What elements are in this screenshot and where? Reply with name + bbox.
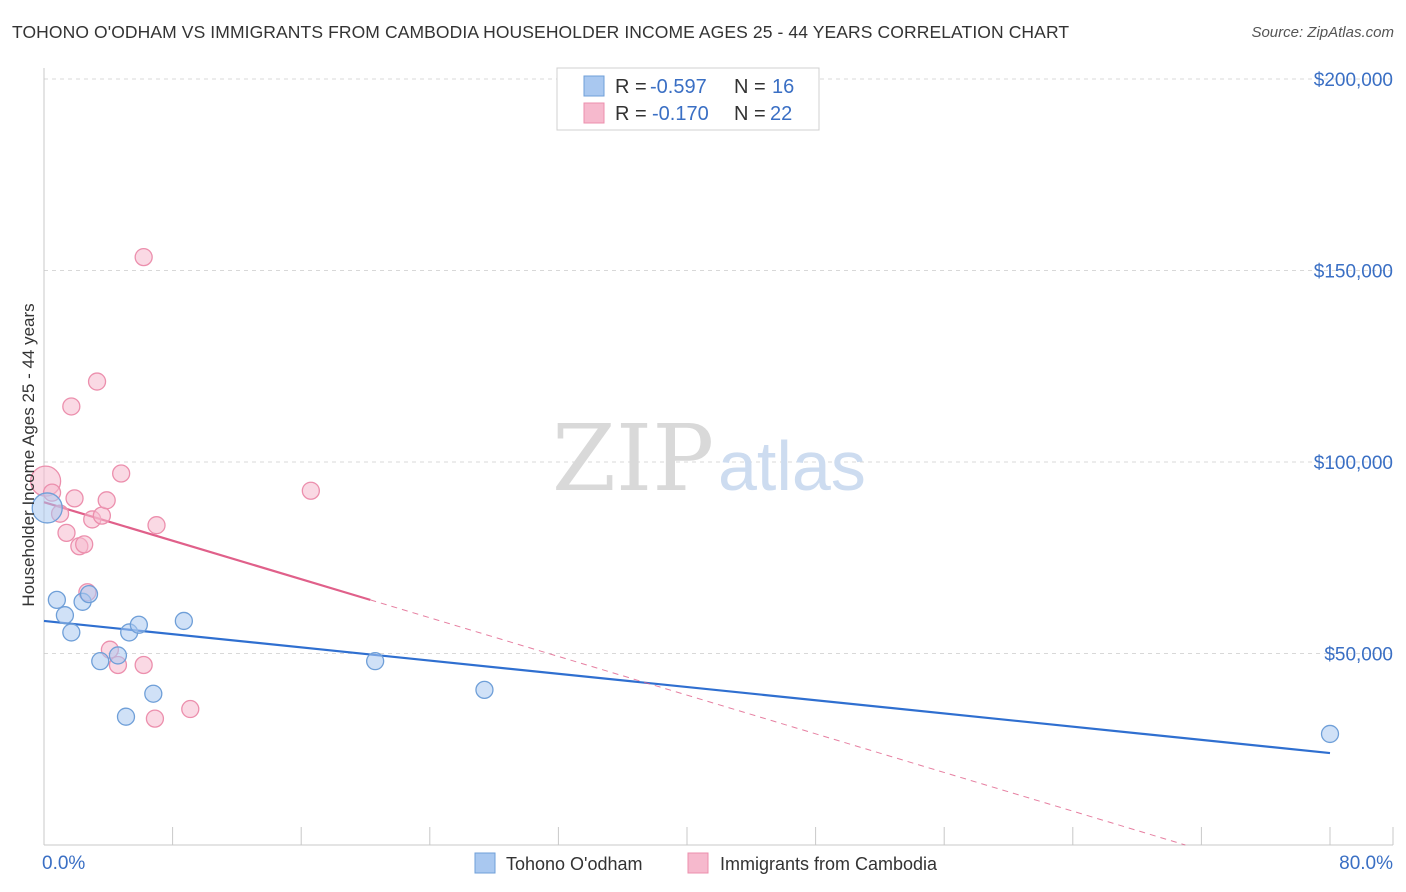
point-cambodia-11 bbox=[92, 506, 112, 525]
point-cambodia-4 bbox=[62, 397, 81, 416]
legend-n-value-tohono: 16 bbox=[772, 76, 794, 98]
chart-source: Source: ZipAtlas.com bbox=[1251, 24, 1394, 41]
bottom-legend-label-cambodia: Immigrants from Cambodia bbox=[720, 854, 938, 874]
legend-r-label-tohono: R = bbox=[615, 76, 647, 98]
x-tick-label-max: 80.0% bbox=[1339, 853, 1393, 874]
watermark-atlas: atlas bbox=[718, 427, 866, 505]
bottom-legend-swatch-cambodia bbox=[687, 852, 709, 874]
y-tick-label-1: $100,000 bbox=[1314, 453, 1393, 474]
point-tohono-11 bbox=[144, 684, 163, 703]
legend-swatch-tohono bbox=[583, 75, 605, 97]
watermark-zip: ZIP bbox=[552, 405, 714, 512]
watermark: ZIP atlas bbox=[552, 405, 866, 512]
point-tohono-2 bbox=[55, 606, 75, 625]
legend-r-label-cambodia: R = bbox=[615, 103, 647, 125]
point-cambodia-7 bbox=[75, 535, 94, 554]
y-tick-label-2: $150,000 bbox=[1314, 262, 1393, 283]
point-cambodia-18 bbox=[147, 516, 166, 535]
grid-layer bbox=[44, 78, 1393, 654]
point-tohono-10 bbox=[129, 615, 148, 634]
point-cambodia-19 bbox=[134, 247, 153, 267]
point-tohono-1 bbox=[47, 590, 67, 610]
legend-r-value-cambodia: -0.170 bbox=[652, 103, 709, 125]
x-tick-labels: 0.0% 80.0% bbox=[42, 853, 1393, 874]
point-tohono-8 bbox=[116, 707, 136, 726]
legend-n-label-cambodia: N = bbox=[734, 103, 766, 125]
point-tohono-7 bbox=[108, 646, 128, 665]
point-tohono-0 bbox=[31, 492, 63, 524]
point-cambodia-12 bbox=[97, 491, 116, 510]
y-tick-label-3: $200,000 bbox=[1314, 70, 1393, 91]
point-tohono-14 bbox=[475, 680, 494, 700]
point-cambodia-5 bbox=[65, 489, 84, 508]
point-cambodia-17 bbox=[145, 709, 165, 728]
trend-line-extension-cambodia bbox=[370, 599, 1186, 846]
bottom-legend-label-tohono: Tohono O'odham bbox=[506, 854, 643, 874]
point-cambodia-3 bbox=[57, 523, 76, 543]
point-tohono-12 bbox=[174, 611, 194, 631]
legend-swatch-cambodia bbox=[583, 102, 605, 124]
top-legend: R = -0.597 N = 16 R = -0.170 N = 22 bbox=[556, 67, 820, 131]
trend-layer bbox=[43, 501, 1331, 846]
bottom-legend: Tohono O'odham Immigrants from Cambodia bbox=[474, 852, 938, 874]
point-cambodia-15 bbox=[112, 464, 131, 483]
point-tohono-5 bbox=[79, 584, 99, 604]
point-cambodia-21 bbox=[301, 481, 320, 500]
point-cambodia-10 bbox=[87, 372, 107, 391]
legend-r-value-tohono: -0.597 bbox=[650, 76, 707, 98]
point-tohono-3 bbox=[62, 623, 81, 642]
y-axis-title: Householder Income Ages 25 - 44 years bbox=[19, 303, 38, 606]
point-tohono-15 bbox=[1320, 724, 1340, 744]
point-tohono-6 bbox=[91, 652, 110, 671]
axis-layer: $50,000 $100,000 $150,000 $200,000 bbox=[43, 68, 1394, 846]
trend-line-tohono bbox=[43, 619, 1331, 755]
point-cambodia-20 bbox=[181, 699, 200, 719]
bottom-legend-swatch-tohono bbox=[474, 852, 496, 874]
legend-n-value-cambodia: 22 bbox=[770, 103, 792, 125]
points-layer bbox=[29, 247, 1340, 744]
legend-n-label-tohono: N = bbox=[734, 76, 766, 98]
point-cambodia-16 bbox=[134, 655, 153, 675]
y-tick-label-0: $50,000 bbox=[1324, 645, 1393, 666]
chart-title: TOHONO O'ODHAM VS IMMIGRANTS FROM CAMBOD… bbox=[12, 22, 1070, 42]
point-tohono-13 bbox=[365, 652, 385, 671]
x-tick-label-min: 0.0% bbox=[42, 853, 85, 874]
